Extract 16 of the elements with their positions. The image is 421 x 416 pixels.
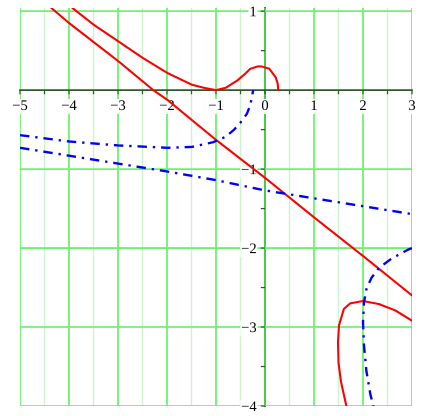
y-tick-label: −2 (242, 243, 256, 254)
x-tick-label: −3 (110, 100, 126, 110)
x-tick-label: −5 (12, 100, 28, 110)
line-series (362, 246, 412, 406)
y-tick-label: −4 (242, 401, 256, 412)
line-series (71, 8, 280, 92)
y-tick-label: 1 (250, 6, 256, 16)
x-tick-label: 3 (409, 100, 416, 110)
line-series (20, 146, 412, 216)
x-tick-label: 1 (312, 100, 317, 110)
y-tick-label: −3 (242, 322, 256, 332)
line-series (336, 300, 412, 406)
x-tick-label: 0 (262, 100, 268, 110)
x-tick-label: 2 (360, 100, 366, 110)
x-tick-label: −1 (208, 100, 223, 110)
x-tick-label: −4 (62, 100, 77, 110)
